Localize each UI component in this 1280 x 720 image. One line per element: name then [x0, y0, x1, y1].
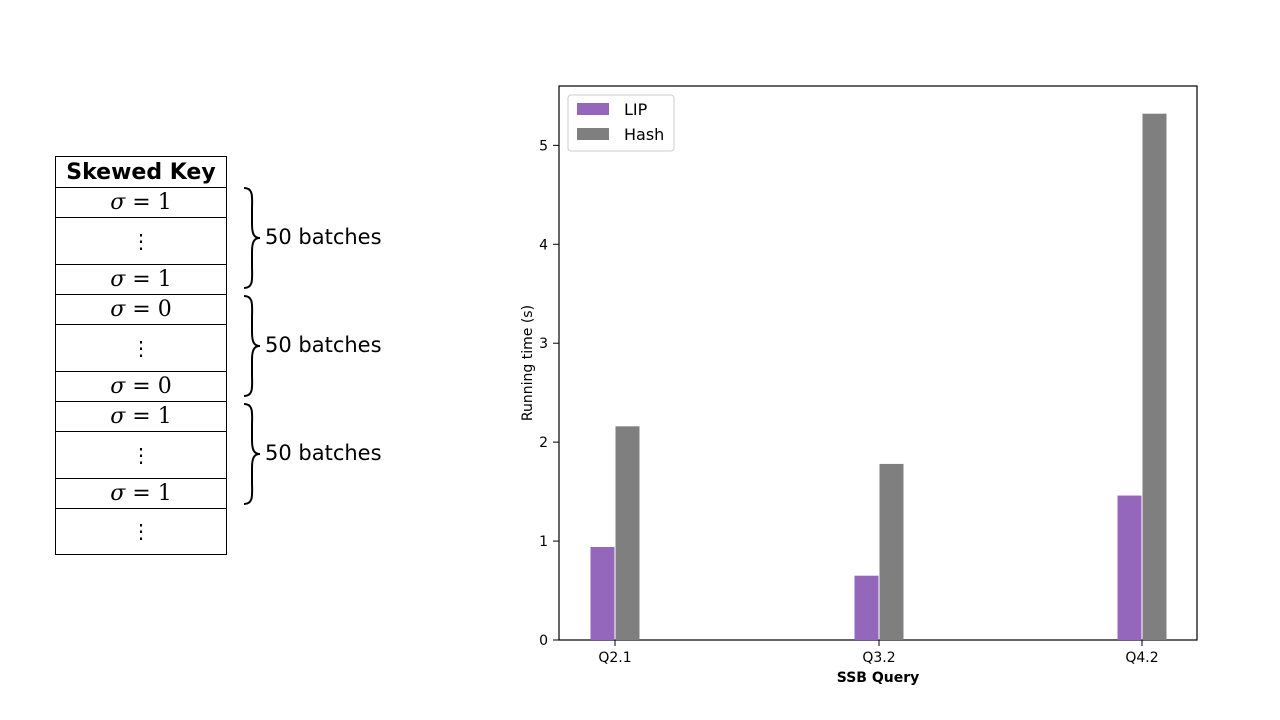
ellipsis-row: ⋮	[56, 217, 226, 264]
sigma-symbol: σ	[110, 267, 126, 292]
sigma-symbol: σ	[110, 374, 126, 399]
ellipsis-row: ⋮	[56, 431, 226, 478]
equals-sign: =	[132, 404, 151, 429]
sigma-symbol: σ	[110, 190, 126, 215]
legend-label: Hash	[624, 125, 664, 144]
equals-sign: =	[132, 297, 151, 322]
sigma-symbol: σ	[110, 404, 126, 429]
x-tick-label: Q3.2	[862, 650, 895, 666]
sigma-value: 1	[157, 404, 172, 429]
y-tick-label: 3	[539, 336, 548, 352]
sigma-row: σ = 1	[56, 478, 226, 508]
x-tick-label: Q2.1	[598, 650, 631, 666]
table-header: Skewed Key	[66, 159, 216, 185]
bar-hash	[615, 426, 640, 640]
equals-sign: =	[132, 481, 151, 506]
curly-brace	[243, 187, 261, 289]
x-tick-label: Q4.2	[1125, 650, 1158, 666]
sigma-row: σ = 1	[56, 264, 226, 294]
group-braces	[243, 187, 261, 505]
ellipsis-row: ⋮	[56, 508, 226, 554]
legend-swatch	[577, 128, 609, 140]
equals-sign: =	[132, 267, 151, 292]
skewed-key-table: Skewed Key σ = 1 ⋮ σ = 1 σ = 0 ⋮ σ = 0 σ…	[55, 156, 227, 555]
sigma-symbol: σ	[110, 481, 126, 506]
bar-lip	[590, 547, 615, 640]
group-label: 50 batches	[265, 225, 382, 249]
y-tick-label: 1	[539, 534, 548, 550]
ellipsis-row: ⋮	[56, 324, 226, 371]
sigma-value: 0	[157, 297, 172, 322]
y-tick-label: 5	[539, 138, 548, 154]
bar-lip	[1117, 495, 1142, 640]
legend-label: LIP	[624, 100, 648, 119]
legend-swatch	[577, 103, 609, 115]
sigma-row: σ = 0	[56, 294, 226, 324]
sigma-row: σ = 1	[56, 401, 226, 431]
bar-hash	[879, 463, 904, 640]
y-tick-label: 0	[539, 633, 548, 649]
curly-brace	[243, 295, 261, 397]
sigma-row: σ = 1	[56, 187, 226, 217]
equals-sign: =	[132, 374, 151, 399]
bar-lip	[854, 575, 879, 640]
x-axis-title: SSB Query	[837, 670, 919, 686]
sigma-value: 1	[157, 481, 172, 506]
y-tick-label: 4	[539, 237, 548, 253]
equals-sign: =	[132, 190, 151, 215]
y-axis-title: Running time (s)	[520, 305, 536, 421]
sigma-value: 1	[157, 190, 172, 215]
bar-hash	[1142, 113, 1167, 640]
curly-brace	[243, 403, 261, 505]
plot-frame	[558, 85, 1198, 641]
group-label: 50 batches	[265, 333, 382, 357]
sigma-value: 1	[157, 267, 172, 292]
sigma-row: σ = 0	[56, 371, 226, 401]
group-label: 50 batches	[265, 441, 382, 465]
sigma-value: 0	[157, 374, 172, 399]
y-tick-label: 2	[539, 435, 548, 451]
sigma-symbol: σ	[110, 297, 126, 322]
